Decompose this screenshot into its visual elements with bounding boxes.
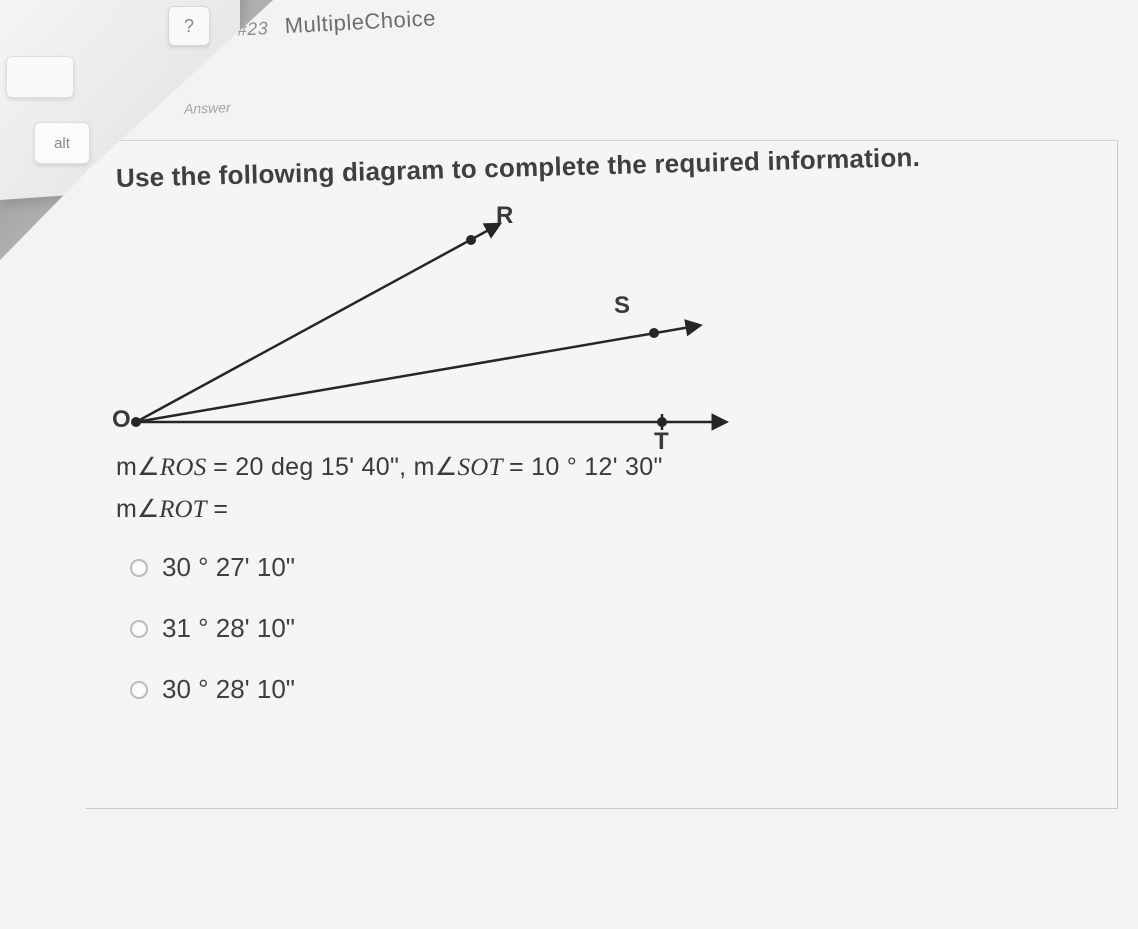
question-type: MultipleChoice [284,5,436,38]
radio-icon[interactable] [130,620,148,638]
angle1-value: 20 deg 15' 40" [235,453,399,481]
angle1-name: ROS [160,454,207,481]
option-a-text: 30 ° 27' 10" [162,552,295,583]
ray-label-s: S [614,292,630,320]
vertex-label-o: O [112,406,131,434]
angle-diagram: O R S T [116,196,736,446]
answer-label: Answer [184,99,231,117]
worksheet-paper: estion #23 MultipleChoice Answer Use the… [0,0,1138,929]
angle-to-find: m∠ROT = [116,494,1087,524]
radio-icon[interactable] [130,681,148,699]
rays-svg [116,196,736,456]
option-b[interactable]: 31 ° 28' 10" [130,613,1087,644]
option-b-text: 31 ° 28' 10" [162,613,295,644]
option-c[interactable]: 30 ° 28' 10" [130,674,1087,705]
tofind-name: ROT [159,496,206,523]
key-blank [6,56,74,98]
ray-label-t: T [654,428,669,456]
option-a[interactable]: 30 ° 27' 10" [130,552,1087,583]
key-alt: alt [34,122,90,164]
ray-label-r: R [496,202,513,230]
answer-options: 30 ° 27' 10" 31 ° 28' 10" 30 ° 28' 10" [130,552,1087,705]
option-c-text: 30 ° 28' 10" [162,674,295,705]
angle2-name: SOT [457,454,502,481]
radio-icon[interactable] [130,559,148,577]
instruction-text: Use the following diagram to complete th… [116,138,1087,194]
key-question: ? [168,6,210,46]
angle2-value: 10 ° 12' 30" [531,453,663,481]
given-angles: m∠ROS = 20 deg 15' 40", m∠SOT = 10 ° 12'… [116,452,1087,482]
question-content: Use the following diagram to complete th… [86,140,1118,809]
